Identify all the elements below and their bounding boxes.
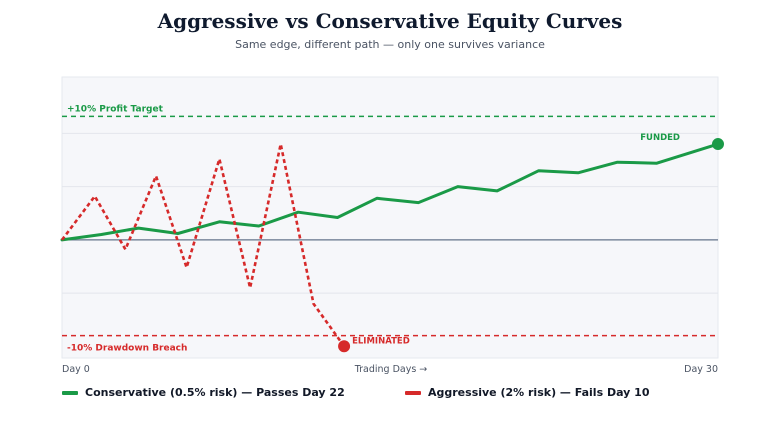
funded-label: FUNDED <box>640 133 680 143</box>
series-line-conservative <box>60 142 720 242</box>
eliminated-marker <box>338 340 351 353</box>
drawdown-breach-label: -10% Drawdown Breach <box>67 344 187 354</box>
legend-swatch-conservative <box>62 390 78 395</box>
x-tick-start: Day 0 <box>62 364 90 375</box>
series-line-aggressive <box>60 142 346 348</box>
eliminated-label: ELIMINATED <box>352 336 410 346</box>
legend-label-conservative: Conservative (0.5% risk) — Passes Day 22 <box>85 386 345 399</box>
x-tick-end: Day 30 <box>684 364 718 375</box>
plot-area <box>61 76 719 359</box>
x-axis-label: Trading Days → <box>354 364 428 375</box>
profit-target-label: +10% Profit Target <box>67 104 164 114</box>
chart-subtitle: Same edge, different path — only one sur… <box>235 38 545 51</box>
legend-item-aggressive: Aggressive (2% risk) — Fails Day 10 <box>405 386 649 399</box>
chart-title: Aggressive vs Conservative Equity Curves <box>157 9 623 33</box>
legend-label-aggressive: Aggressive (2% risk) — Fails Day 10 <box>428 386 650 399</box>
funded-marker <box>712 138 724 151</box>
legend-item-conservative: Conservative (0.5% risk) — Passes Day 22 <box>62 386 345 399</box>
legend-swatch-aggressive <box>405 390 421 395</box>
